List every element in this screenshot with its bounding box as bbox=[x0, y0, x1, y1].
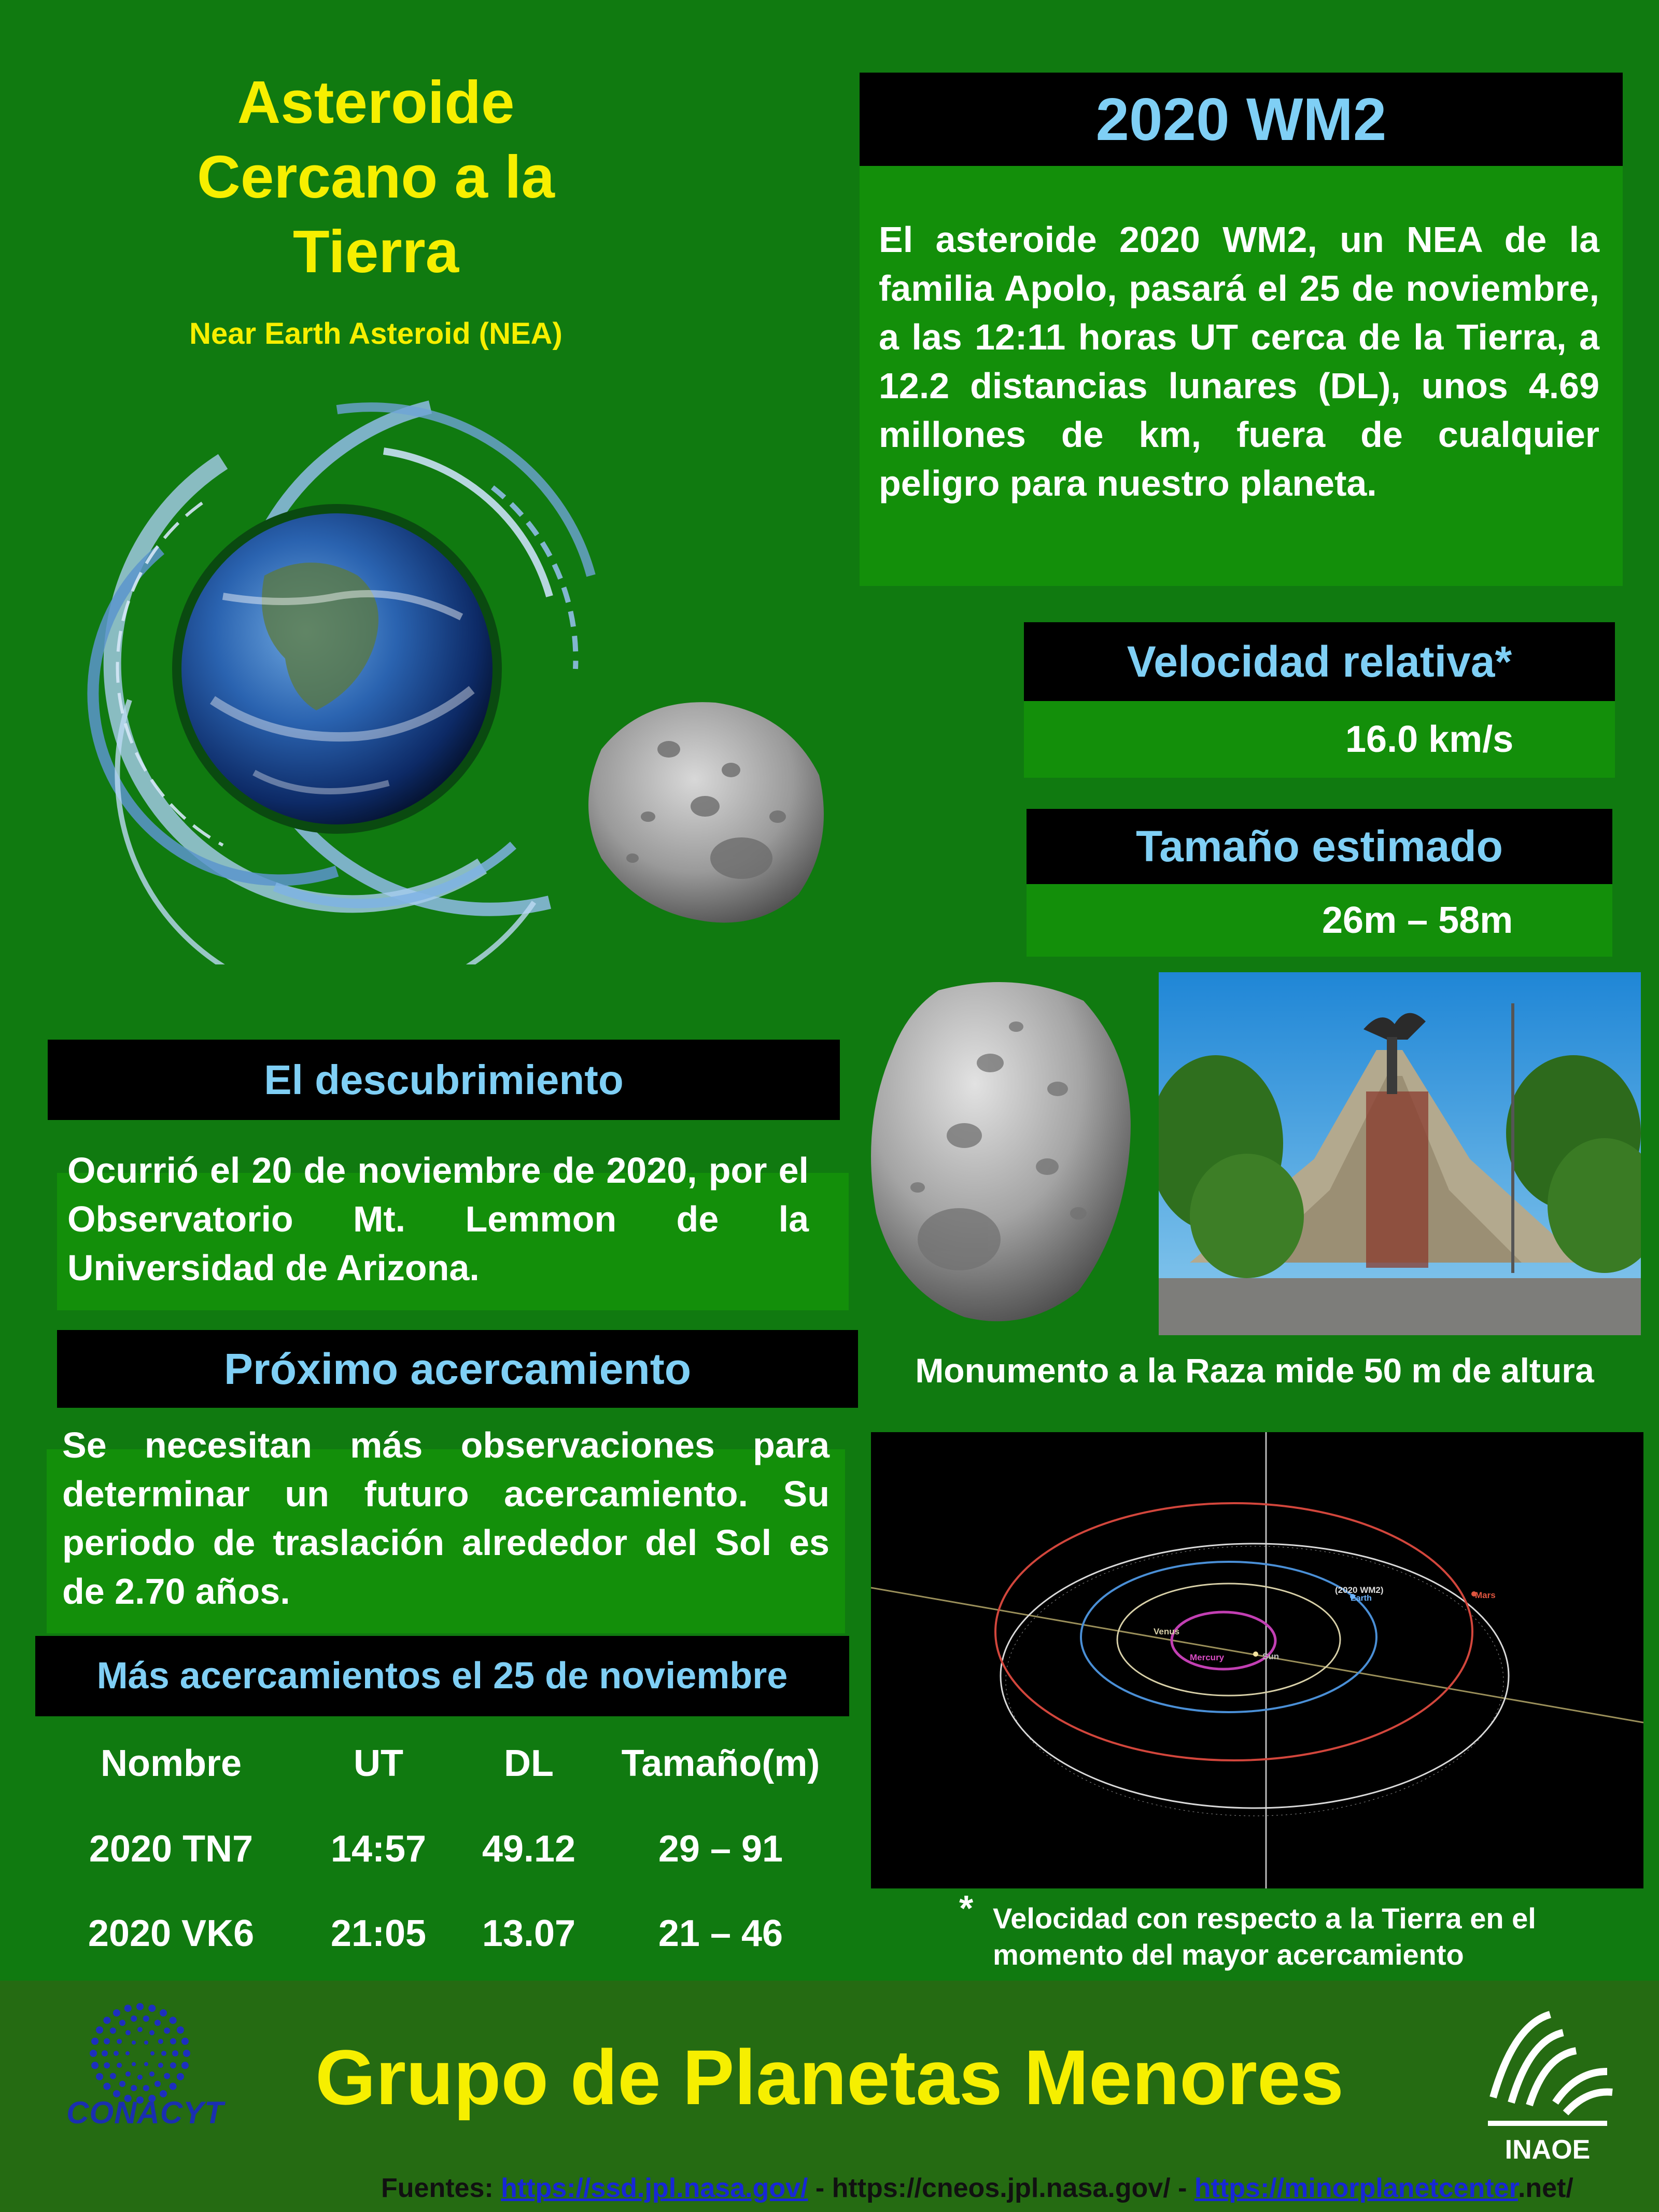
orbit-label-earth: Earth bbox=[1351, 1594, 1372, 1603]
footnote-text: Velocidad con respecto a la Tierra en el… bbox=[993, 1902, 1536, 1971]
discovery-panel bbox=[57, 1173, 849, 1310]
source-link-ssd[interactable]: https://ssd.jpl.nasa.gov/ bbox=[501, 2173, 808, 2203]
table-header-ut: UT bbox=[354, 1743, 403, 1784]
inaoe-logo-icon: INAOE bbox=[1488, 2011, 1613, 2165]
title-line-2: Cercano a la bbox=[197, 143, 555, 211]
asteroid-large-image bbox=[871, 982, 1131, 1322]
orbit-label-sun: Sun bbox=[1262, 1651, 1279, 1661]
earth-marker-icon bbox=[1350, 1594, 1355, 1599]
next-approach-text: Se necesitan más observaciones para dete… bbox=[62, 1425, 830, 1612]
size-value: 26m – 58m bbox=[1322, 900, 1513, 941]
table-cell-size: 21 – 46 bbox=[658, 1913, 783, 1954]
orbit-label-asteroid: (2020 WM2) bbox=[1335, 1585, 1384, 1595]
page-title: Asteroide Cercano a la Tierra bbox=[78, 65, 674, 289]
size-panel: 26m – 58m bbox=[1027, 884, 1612, 957]
sources-prefix: Fuentes: bbox=[381, 2173, 501, 2203]
orbit-diagram: Sun (2020 WM2) Earth Mars Venus Mercury bbox=[871, 1432, 1643, 1888]
monument-photo bbox=[1159, 972, 1641, 1335]
source-link-mpc[interactable]: https://minorplanetcenter bbox=[1194, 2173, 1518, 2203]
orbit-label-venus: Venus bbox=[1154, 1627, 1179, 1636]
eagle-icon bbox=[1363, 1013, 1426, 1040]
page-subtitle: Near Earth Asteroid (NEA) bbox=[189, 317, 563, 351]
footer bbox=[0, 1981, 1659, 2212]
next-approach-panel bbox=[47, 1449, 845, 1633]
source-link-cneos[interactable]: - https://cneos.jpl.nasa.gov/ - bbox=[808, 2173, 1194, 2203]
table-header-size: Tamaño(m) bbox=[621, 1743, 820, 1784]
orbit-rings-icon bbox=[87, 400, 596, 964]
earth-rings-illustration bbox=[87, 400, 596, 964]
title-line-1: Asteroide bbox=[237, 68, 515, 136]
velocity-value: 16.0 km/s bbox=[1345, 719, 1514, 760]
mars-marker-icon bbox=[1471, 1591, 1477, 1597]
conacyt-label: CONACYT bbox=[66, 2095, 224, 2130]
table-cell-name: 2020 VK6 bbox=[88, 1913, 255, 1954]
footer-title: Grupo de Planetas Menores bbox=[315, 2034, 1344, 2121]
inaoe-label: INAOE bbox=[1505, 2135, 1591, 2165]
asteroid-small-image bbox=[588, 702, 824, 923]
orbit-label-mars: Mars bbox=[1475, 1590, 1496, 1600]
conacyt-logo-icon bbox=[90, 2003, 190, 2104]
discovery-text: Ocurrió el 20 de noviembre de 2020, por … bbox=[67, 1150, 809, 1288]
table-cell-ut: 14:57 bbox=[330, 1828, 427, 1870]
source-link-mpc-tail: .net/ bbox=[1517, 2173, 1573, 2203]
description-panel bbox=[860, 166, 1623, 586]
title-line-3: Tierra bbox=[292, 218, 459, 285]
velocity-heading: Velocidad relativa* bbox=[1024, 622, 1615, 701]
table-cell-name: 2020 TN7 bbox=[89, 1828, 254, 1870]
table-cell-size: 29 – 91 bbox=[658, 1828, 783, 1870]
more-approaches-heading: Más acercamientos el 25 de noviembre bbox=[35, 1636, 849, 1716]
monument-caption: Monumento a la Raza mide 50 m de altura bbox=[915, 1351, 1594, 1390]
sources-line: Fuentes: https://ssd.jpl.nasa.gov/ - htt… bbox=[381, 2173, 1573, 2204]
next-approach-heading: Próximo acercamiento bbox=[57, 1330, 858, 1408]
size-heading: Tamaño estimado bbox=[1027, 809, 1612, 884]
footnote-star: * bbox=[959, 1888, 974, 1928]
orbit-label-mercury: Mercury bbox=[1190, 1653, 1225, 1662]
velocity-panel: 16.0 km/s bbox=[1024, 701, 1615, 778]
table-header-name: Nombre bbox=[100, 1743, 242, 1784]
table-cell-dl: 49.12 bbox=[482, 1828, 576, 1870]
table-cell-dl: 13.07 bbox=[482, 1913, 576, 1954]
table-cell-ut: 21:05 bbox=[330, 1913, 427, 1954]
asteroid-description: El asteroide 2020 WM2, un NEA de la fami… bbox=[879, 219, 1599, 503]
table-header-dl: DL bbox=[504, 1743, 554, 1784]
discovery-heading: El descubrimiento bbox=[48, 1040, 840, 1120]
orbits bbox=[994, 1502, 1510, 1816]
asteroid-name-heading: 2020 WM2 bbox=[860, 73, 1623, 166]
